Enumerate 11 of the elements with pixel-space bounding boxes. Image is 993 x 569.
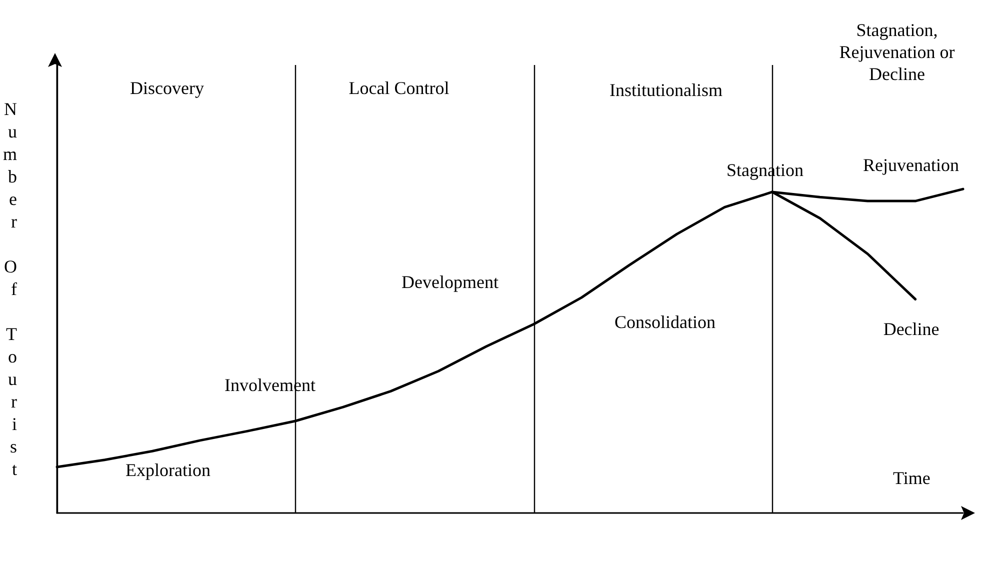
annotation: Consolidation bbox=[614, 311, 716, 333]
text: Institutionalism bbox=[609, 79, 723, 101]
annotation: Development bbox=[402, 271, 498, 293]
annotation: Exploration bbox=[126, 459, 210, 481]
text: Discovery bbox=[130, 77, 204, 99]
x-axis-title: Time bbox=[893, 468, 930, 488]
series-label: Decline bbox=[883, 319, 940, 340]
text: Local Control bbox=[348, 77, 450, 99]
series-label: Rejuvenation bbox=[863, 155, 959, 176]
text: Number Of Tourist bbox=[2, 99, 17, 479]
text: Stagnation, Rejuvenation or Decline bbox=[838, 19, 956, 85]
